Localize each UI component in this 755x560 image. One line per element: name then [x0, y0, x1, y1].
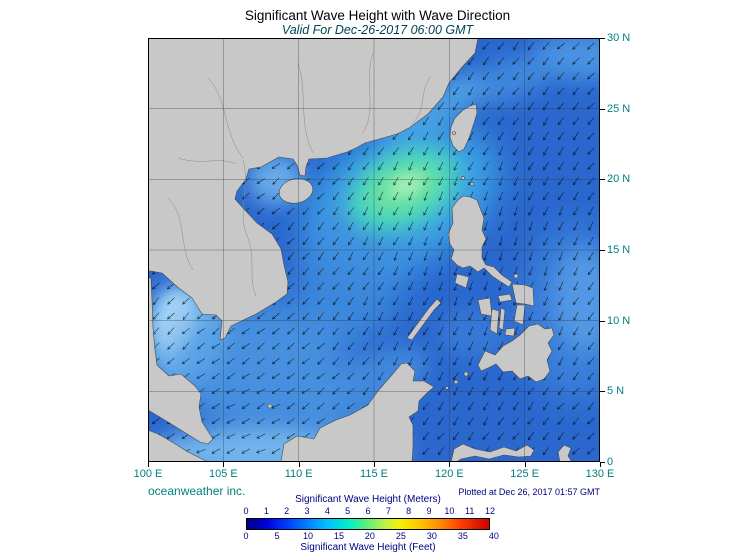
- lon-label: 130 E: [585, 468, 615, 480]
- lon-label: 100 E: [133, 468, 163, 480]
- colorbar-meters-title: Significant Wave Height (Meters): [295, 494, 441, 505]
- lon-tick: [374, 462, 375, 467]
- feet-tick-label: 10: [302, 531, 313, 541]
- lat-tick: [600, 108, 605, 110]
- land-halmahera: [557, 444, 573, 462]
- land-taiwan: [449, 103, 478, 153]
- meters-tick-label: 12: [484, 506, 496, 516]
- meters-tick-label: 4: [324, 506, 330, 516]
- meters-tick-label: 3: [304, 506, 310, 516]
- land-bohol: [504, 327, 516, 337]
- land-mindoro: [454, 273, 470, 289]
- feet-tick-label: 40: [488, 531, 499, 541]
- lon-label: 125 E: [510, 468, 540, 480]
- land-sumatra: [148, 429, 209, 462]
- admin-boundaries: [167, 52, 432, 297]
- lon-tick: [524, 462, 526, 467]
- island-sulu-2: [453, 379, 459, 385]
- feet-tick-label: 35: [457, 531, 468, 541]
- land-leyte: [513, 304, 526, 326]
- lat-label: 5 N: [607, 385, 625, 398]
- lat-tick: [600, 179, 605, 181]
- colorbar-gradient-bar: [246, 518, 490, 530]
- map-border: [148, 38, 600, 462]
- lat-label: 20 N: [607, 173, 631, 186]
- lat-tick: [600, 391, 605, 393]
- lon-tick: [223, 462, 225, 467]
- lon-tick: [298, 462, 300, 467]
- lat-label: 30 N: [607, 32, 631, 44]
- land-mainland-asia: [148, 38, 479, 341]
- meters-tick-label: 2: [284, 506, 290, 516]
- land-samar: [511, 283, 535, 307]
- island-sulu-3: [445, 386, 449, 390]
- feet-tick-label: 0: [243, 531, 249, 541]
- meters-tick-label: 11: [464, 506, 475, 516]
- lat-label: 10 N: [607, 314, 631, 327]
- land-luzon: [447, 195, 513, 288]
- land-palawan: [406, 298, 442, 341]
- island-babuyan-1: [461, 176, 465, 180]
- feet-tick-label: 15: [333, 531, 344, 541]
- island-natuna: [267, 403, 273, 409]
- lat-tick: [600, 462, 605, 463]
- colorbar-feet-title: Significant Wave Height (Feet): [300, 542, 436, 553]
- island-catanduanes: [513, 273, 519, 279]
- land-masbate: [497, 293, 513, 303]
- meters-tick-label: 10: [444, 506, 455, 516]
- meters-tick-label: 0: [243, 506, 249, 516]
- page-title: Significant Wave Height with Wave Direct…: [244, 8, 511, 23]
- credit-text: oceanweather inc.: [148, 484, 246, 498]
- island-penghu: [452, 131, 456, 135]
- feet-tick-label: 20: [364, 531, 375, 541]
- lon-tick: [148, 462, 149, 467]
- island-babuyan-2: [470, 182, 474, 186]
- wave-height-map: [148, 38, 600, 462]
- lon-tick: [449, 462, 451, 467]
- meters-tick-label: 5: [345, 506, 351, 516]
- map-canvas: [148, 38, 600, 462]
- colorbar-meters-ticks: 0 1 2 3 4 5 6 7 8 9 10 11 12: [243, 506, 495, 517]
- landmasses: [148, 38, 573, 462]
- meters-tick-label: 1: [263, 506, 269, 516]
- lat-tick: [600, 250, 605, 251]
- meters-tick-label: 6: [365, 506, 371, 516]
- lat-tick: [600, 38, 605, 39]
- valid-time-subtitle: Valid For Dec-26-2017 06:00 GMT: [281, 23, 474, 37]
- meters-tick-label: 7: [385, 506, 391, 516]
- land-sulawesi: [450, 443, 535, 462]
- lon-label: 105 E: [208, 468, 238, 480]
- feet-tick-label: 5: [274, 531, 280, 541]
- island-sulu-1: [463, 371, 469, 377]
- feet-tick-label: 30: [426, 531, 437, 541]
- land-negros: [489, 308, 500, 335]
- lon-label: 115 E: [360, 468, 388, 480]
- meters-tick-label: 8: [406, 506, 412, 516]
- plotted-at-text: Plotted at Dec 26, 2017 01:57 GMT: [458, 487, 600, 497]
- land-mindanao: [477, 323, 555, 383]
- lon-label: 110 E: [284, 468, 313, 480]
- colorbar-feet-ticks: 0 5 10 15 20 25 30 35 40: [243, 531, 498, 542]
- land-malay-peninsula: [148, 277, 214, 445]
- lat-tick: [600, 320, 605, 322]
- land-cebu: [498, 307, 506, 331]
- lon-tick: [600, 462, 601, 467]
- lon-label: 120 E: [434, 468, 464, 480]
- lat-label: 25 N: [607, 102, 631, 115]
- meters-tick-label: 9: [426, 506, 432, 516]
- lat-label: 15 N: [607, 244, 631, 256]
- feet-tick-label: 25: [395, 531, 406, 541]
- lat-label: 0: [607, 456, 614, 468]
- land-borneo: [280, 362, 435, 462]
- graticule: [148, 38, 600, 462]
